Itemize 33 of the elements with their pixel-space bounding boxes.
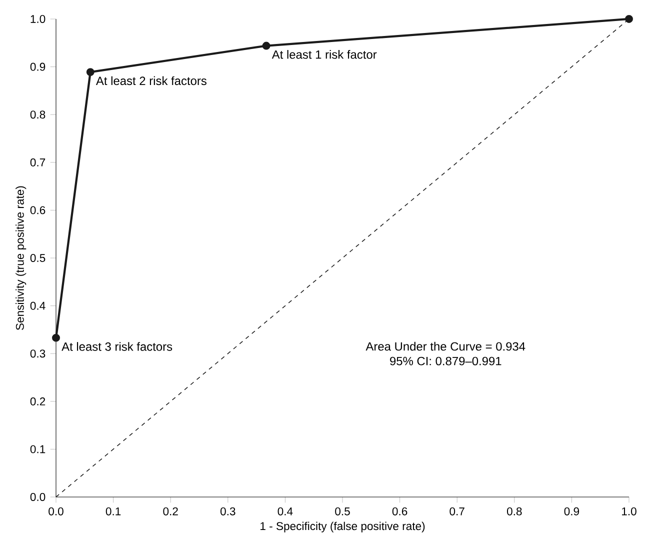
annotation: At least 1 risk factor (272, 50, 377, 59)
annotation: At least 2 risk factors (96, 76, 206, 86)
point (86, 68, 94, 76)
y-tick-label: 0.2 (30, 398, 46, 406)
x-tick-label: 0.6 (392, 507, 408, 516)
y-tick-label: 0.4 (30, 302, 46, 310)
y-tick-label: 0.5 (30, 254, 46, 262)
point (625, 15, 633, 24)
y-tick-label: 0.8 (30, 110, 46, 119)
x-axis-title: 1 - Specificity (false positive rate) (260, 522, 425, 532)
y-tick-label: 0.1 (30, 445, 46, 454)
x-tick-label: 0.7 (450, 507, 464, 516)
y-tick-label: 0.0 (30, 493, 46, 502)
x-tick-label: 0.1 (106, 507, 121, 516)
annotation: At least 3 risk factors (62, 342, 172, 351)
x-tick-label: 0.8 (506, 507, 522, 516)
x-tick-label: 0.5 (335, 507, 350, 516)
y-tick-label: 0.6 (30, 206, 46, 214)
y-tick-label: 0.7 (30, 158, 46, 166)
x-tick-label: 0.9 (564, 507, 580, 516)
x-tick-label: 0.0 (48, 507, 64, 516)
y-tick-label: 0.9 (30, 62, 46, 71)
x-tick-label: 0.2 (163, 507, 178, 516)
x-tick-label: 0.3 (220, 507, 236, 516)
annotation: Area Under the Curve = 0.934 (366, 342, 526, 351)
x-tick-label: 1.0 (622, 507, 636, 516)
x-tick-label: 0.4 (278, 507, 293, 516)
point (52, 334, 60, 342)
y-tick-label: 0.3 (30, 350, 46, 358)
annotation: 95% CI: 0.879–0.991 (390, 356, 502, 366)
point (262, 42, 270, 50)
y-axis-title: Sensitivity (true positive rate) (16, 186, 26, 330)
y-tick-label: 1.0 (30, 15, 46, 24)
